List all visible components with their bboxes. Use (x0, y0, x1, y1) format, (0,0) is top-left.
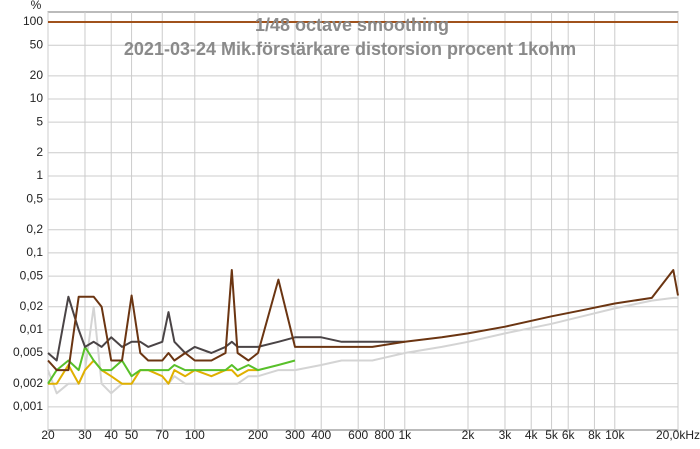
x-tick-label: 30 (78, 428, 92, 442)
y-tick-label: 0,01 (20, 322, 44, 336)
x-tick-label: 40 (105, 428, 119, 442)
x-tick-label: 4k (525, 428, 539, 442)
x-tick-label: 2k (462, 428, 476, 442)
y-tick-label: 100 (23, 14, 43, 28)
x-tick-label: 6k (562, 428, 576, 442)
y-tick-label: 0,2 (26, 222, 43, 236)
x-tick-label: 600 (348, 428, 368, 442)
x-tick-label: 70 (156, 428, 170, 442)
x-tick-label: 20 (41, 428, 55, 442)
x-tick-label: 10k (605, 428, 625, 442)
chart-subtitle: 2021-03-24 Mik.förstärkare distorsion pr… (124, 39, 576, 59)
x-tick-label: 100 (185, 428, 205, 442)
y-tick-label: 0,001 (13, 399, 43, 413)
x-tick-label: 400 (311, 428, 331, 442)
y-tick-label: 0,005 (13, 345, 43, 359)
x-tick-label: 20,0kHz (656, 428, 700, 442)
y-axis-label: % (31, 0, 42, 12)
series-line (47, 295, 405, 362)
y-tick-label: 0,5 (26, 191, 43, 205)
x-tick-label: 8k (588, 428, 602, 442)
y-tick-label: 0,002 (13, 376, 43, 390)
x-tick-label: 3k (499, 428, 513, 442)
x-tick-label: 300 (285, 428, 305, 442)
y-tick-label: 5 (36, 114, 43, 128)
plot-area (47, 11, 679, 431)
grid (47, 12, 679, 430)
x-tick-label: 5k (545, 428, 559, 442)
y-tick-label: 2 (36, 145, 43, 159)
y-tick-label: 50 (30, 37, 44, 51)
x-tick-label: 50 (125, 428, 139, 442)
lines (47, 21, 679, 395)
chart-title: 1/48 octave smoothing (255, 15, 449, 35)
y-tick-label: 20 (30, 68, 44, 82)
y-tick-label: 1 (36, 168, 43, 182)
series-line (47, 269, 679, 372)
x-tick-label: 200 (248, 428, 268, 442)
y-tick-label: 0,05 (20, 268, 44, 282)
y-tick-label: 0,02 (20, 299, 44, 313)
y-tick-label: 10 (30, 91, 44, 105)
x-tick-label: 1k (398, 428, 412, 442)
y-tick-label: 0,1 (26, 245, 43, 259)
series-line (47, 296, 678, 395)
x-tick-label: 800 (374, 428, 394, 442)
